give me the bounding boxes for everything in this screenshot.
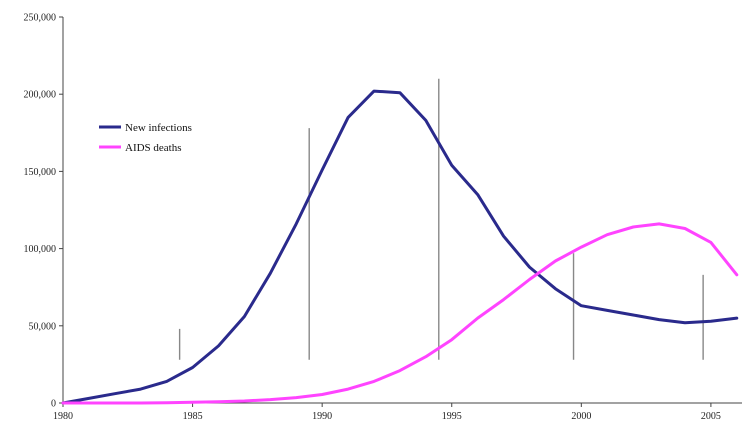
y-tick-label: 200,000 (24, 90, 57, 101)
y-tick-label: 250,000 (24, 13, 57, 24)
legend-box (94, 114, 224, 158)
y-tick-label: 150,000 (24, 167, 57, 178)
error-bars (178, 78, 704, 360)
legend-label: AIDS deaths (125, 142, 182, 154)
y-tick-label: 50,000 (29, 321, 57, 332)
x-tick-label: 2000 (571, 411, 591, 422)
y-tick-label: 100,000 (24, 244, 57, 255)
legend: New infections AIDS deaths (94, 114, 224, 158)
x-tick-label: 2005 (701, 411, 721, 422)
x-tick-label: 1985 (183, 411, 203, 422)
series-line-1 (61, 222, 739, 405)
axes: 0 50,000 100,000 150,000 200,000 250,000 1980 1… (24, 13, 742, 422)
x-tick-label: 1980 (53, 411, 73, 422)
x-tick-label: 1995 (442, 411, 462, 422)
x-tick-label: 1990 (312, 411, 332, 422)
y-tick-label: 0 (51, 399, 56, 410)
series-lines (61, 89, 739, 405)
legend-label: New infections (125, 122, 192, 134)
